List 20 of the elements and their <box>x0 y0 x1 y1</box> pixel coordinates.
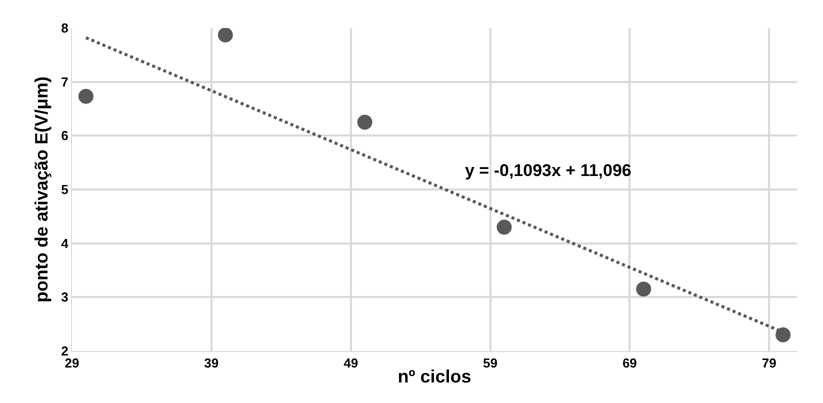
y-axis-title: ponto de ativação E(V/μm) <box>31 76 52 303</box>
y-tick-label: 4 <box>61 236 70 251</box>
point <box>776 327 791 342</box>
x-tick-label: 59 <box>483 356 498 371</box>
x-tick-label: 69 <box>622 356 637 371</box>
point <box>496 220 512 235</box>
x-tick-label: 79 <box>762 356 776 371</box>
y-tick-label: 3 <box>61 290 68 305</box>
point <box>78 88 94 104</box>
y-tick-label: 6 <box>61 128 68 144</box>
y-tick-label: 5 <box>61 182 68 198</box>
point <box>218 28 233 42</box>
x-tick-label: 39 <box>204 356 219 371</box>
x-tick-label: 49 <box>344 356 358 371</box>
y-tick-label: 7 <box>61 74 68 90</box>
y-tick-label: 8 <box>61 20 68 36</box>
point <box>357 114 372 130</box>
point <box>636 282 652 297</box>
annotation: y = -0,1093x + 11,096 <box>465 161 632 180</box>
x-axis-title: nº ciclos <box>398 366 472 387</box>
